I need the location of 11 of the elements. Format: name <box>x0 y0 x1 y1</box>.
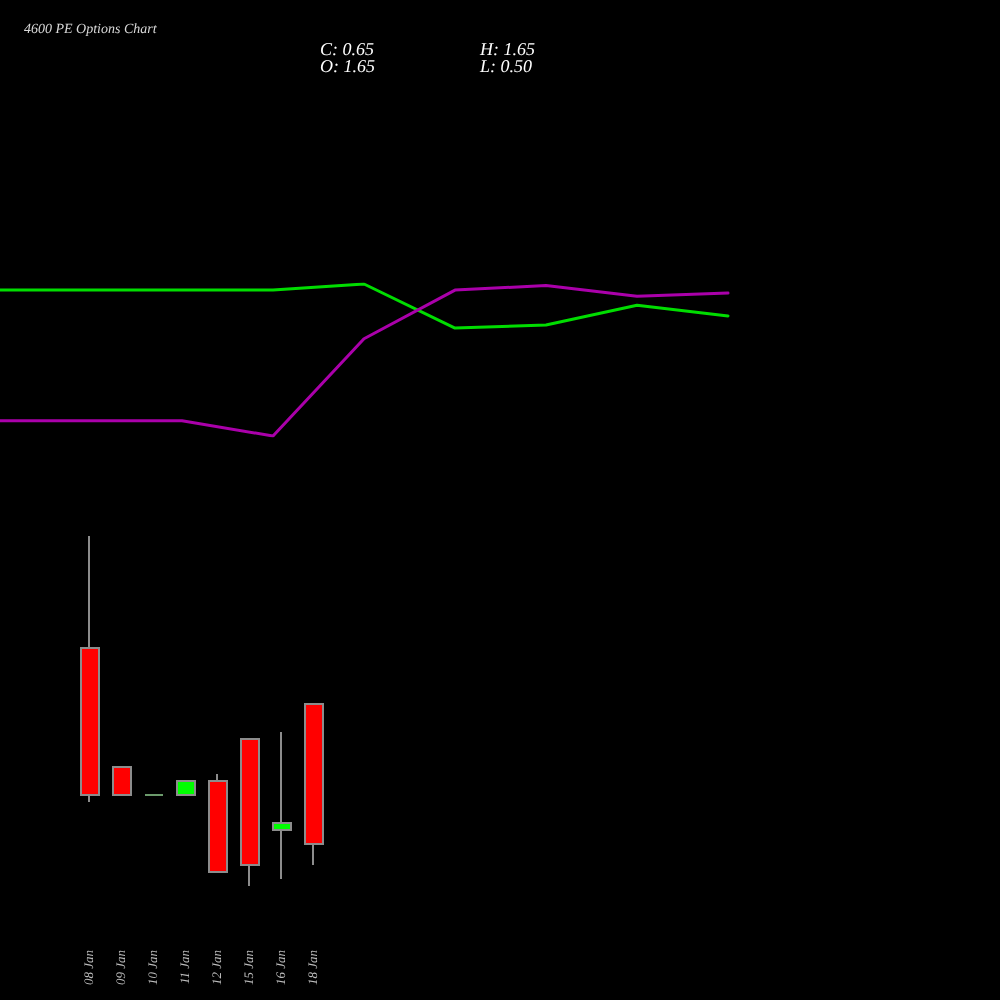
candlestick <box>240 738 260 887</box>
candlestick <box>80 535 100 803</box>
candlestick <box>176 780 196 796</box>
candlestick <box>112 766 132 796</box>
text: C: 0.65 <box>320 39 375 59</box>
text: L: 0.50 <box>478 56 533 76</box>
text: O: 1.65 <box>320 56 376 76</box>
candlestick <box>272 731 292 880</box>
candlestick <box>208 773 228 873</box>
text: H: 1.65 <box>478 39 536 59</box>
candlestick <box>304 703 324 866</box>
